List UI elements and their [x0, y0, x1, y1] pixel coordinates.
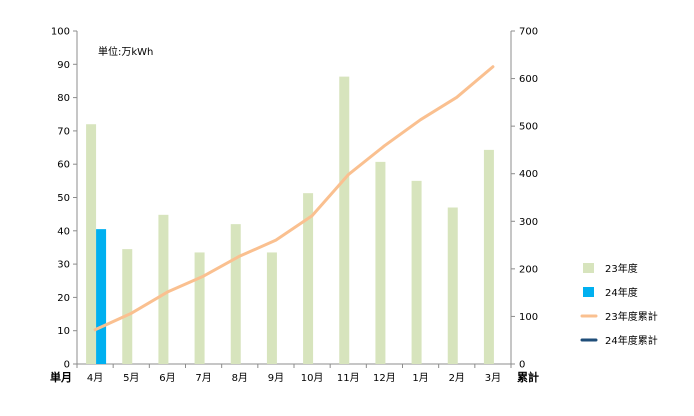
- x-axis-category-label: 1月: [412, 372, 428, 384]
- lines-layer: [93, 65, 495, 332]
- right-axis-tick-label: 200: [519, 264, 538, 275]
- axes-layer: 0 10 20 30 40 50 60 70 80 90 100 0 100 200 300 400 500 60…: [51, 27, 538, 385]
- bar-23年度: [230, 224, 241, 364]
- left-axis-tick-label: 40: [57, 226, 70, 237]
- x-axis-category-label: 11月: [337, 372, 360, 384]
- x-axis-category-label: 8月: [232, 372, 248, 384]
- right-axis-title: 累計: [517, 370, 539, 384]
- x-axis-category-label: 3月: [485, 372, 501, 384]
- legend-label: 24年度累計: [605, 334, 658, 347]
- legend-swatch: [583, 263, 594, 273]
- bar-23年度: [158, 214, 169, 364]
- bar-23年度: [86, 124, 97, 365]
- legend-layer: 23年度 24年度 23年度累計 24年度累計: [580, 262, 658, 347]
- left-axis-tick-label: 10: [57, 326, 70, 337]
- plot-frame-layer: [76, 31, 512, 365]
- unit-label: 単位:万kWh: [98, 45, 153, 58]
- left-axis-tick-label: 20: [57, 293, 70, 304]
- legend-label: 24年度: [605, 286, 638, 299]
- left-axis-tick-label: 90: [57, 60, 70, 71]
- left-axis-tick-label: 0: [64, 360, 70, 371]
- x-axis-category-label: 9月: [268, 372, 284, 384]
- left-axis-title: 単月: [50, 370, 72, 384]
- legend-label: 23年度累計: [605, 310, 658, 323]
- x-axis-category-label: 6月: [159, 372, 175, 384]
- right-axis-tick-label: 0: [519, 360, 525, 371]
- right-axis-tick-label: 700: [519, 27, 538, 38]
- bar-23年度: [339, 76, 350, 364]
- bar-24年度: [96, 229, 107, 364]
- bar-23年度: [194, 252, 205, 364]
- line-23年度累計: [93, 65, 495, 332]
- legend-swatch: [583, 287, 594, 297]
- right-axis-tick-label: 100: [519, 312, 538, 323]
- bar-23年度: [122, 249, 133, 364]
- left-axis-tick-label: 50: [57, 193, 70, 204]
- x-axis-category-label: 7月: [195, 372, 211, 384]
- right-axis-tick-label: 600: [519, 74, 538, 85]
- right-axis-tick-label: 500: [519, 122, 538, 133]
- bar-23年度: [375, 161, 386, 364]
- bar-23年度: [266, 252, 277, 364]
- left-axis-tick-label: 70: [57, 126, 70, 137]
- bar-23年度: [447, 207, 458, 364]
- left-axis-tick-label: 60: [57, 160, 70, 171]
- x-axis-category-label: 5月: [123, 372, 139, 384]
- right-axis-tick-label: 300: [519, 217, 538, 228]
- legend-label: 23年度: [605, 262, 638, 275]
- x-axis-category-label: 10月: [301, 372, 324, 384]
- left-axis-tick-label: 30: [57, 260, 70, 271]
- right-axis-tick-label: 400: [519, 169, 538, 180]
- left-axis-tick-label: 80: [57, 93, 70, 104]
- x-axis-category-label: 2月: [449, 372, 465, 384]
- bar-23年度: [411, 180, 422, 364]
- x-axis-category-label: 12月: [373, 372, 396, 384]
- bar-23年度: [483, 149, 494, 364]
- bars-layer: [86, 76, 494, 365]
- bar-23年度: [303, 193, 314, 364]
- left-axis-tick-label: 100: [51, 27, 70, 38]
- x-axis-category-label: 4月: [87, 372, 103, 384]
